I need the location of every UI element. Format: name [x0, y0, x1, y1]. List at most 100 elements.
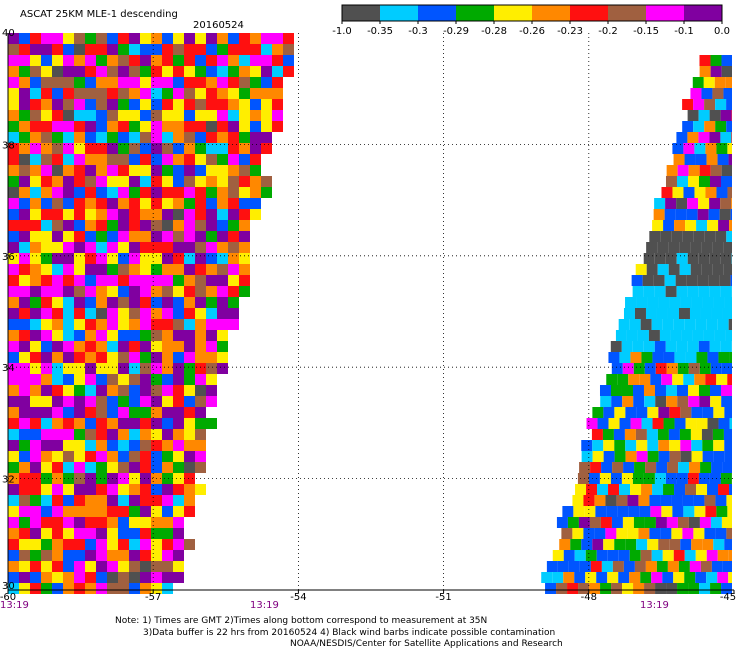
- swath-cell: [607, 550, 619, 561]
- swath-cell: [723, 88, 732, 99]
- swath-cell: [96, 539, 107, 550]
- swath-cell: [41, 297, 52, 308]
- swath-cell: [96, 561, 107, 572]
- swath-cell: [63, 539, 74, 550]
- swath-cell: [85, 154, 96, 165]
- swath-cell: [63, 176, 74, 187]
- swath-cell: [687, 198, 699, 209]
- swath-cell: [52, 242, 63, 253]
- swath-cell: [74, 132, 85, 143]
- swath-cell: [162, 396, 173, 407]
- swath-cell: [600, 396, 612, 407]
- swath-cell: [151, 517, 162, 528]
- swath-cell: [619, 352, 631, 363]
- swath-cell: [19, 286, 30, 297]
- swath-cell: [118, 44, 129, 55]
- swath-cell: [129, 132, 140, 143]
- swath-cell: [30, 264, 41, 275]
- swath-cell: [129, 429, 140, 440]
- swath-cell: [228, 231, 239, 242]
- swath-cell: [118, 198, 129, 209]
- swath-cell: [594, 528, 606, 539]
- swath-cell: [217, 297, 228, 308]
- swath-cell: [184, 209, 195, 220]
- swath-cell: [610, 385, 622, 396]
- swath-cell: [129, 506, 140, 517]
- swath-cell: [713, 297, 725, 308]
- swath-cell: [195, 88, 206, 99]
- swath-cell: [162, 198, 173, 209]
- swath-cell: [74, 385, 85, 396]
- swath-cell: [641, 484, 653, 495]
- swath-cell: [19, 374, 30, 385]
- swath-cell: [592, 451, 604, 462]
- swath-cell: [699, 363, 711, 374]
- swath-cell: [41, 99, 52, 110]
- swath-cell: [195, 330, 206, 341]
- swath-cell: [118, 374, 129, 385]
- swath-cell: [118, 242, 129, 253]
- swath-cell: [107, 231, 118, 242]
- swath-cell: [228, 264, 239, 275]
- swath-cell: [140, 429, 151, 440]
- swath-cell: [621, 473, 633, 484]
- swath-cell: [217, 121, 228, 132]
- swath-cell: [541, 572, 553, 583]
- swath-cell: [19, 209, 30, 220]
- swath-cell: [697, 209, 709, 220]
- swath-cell: [52, 330, 63, 341]
- swath-cell: [151, 561, 162, 572]
- swath-cell: [52, 308, 63, 319]
- swath-cell: [690, 429, 702, 440]
- swath-cell: [727, 506, 732, 517]
- latitude-label: 34: [2, 363, 15, 374]
- swath-cell: [19, 451, 30, 462]
- swath-cell: [41, 319, 52, 330]
- swath-cell: [173, 374, 184, 385]
- swath-cell: [228, 44, 239, 55]
- colorbar-swatch: [494, 5, 532, 21]
- swath-cell: [686, 275, 698, 286]
- swath-cell: [140, 33, 151, 44]
- swath-cell: [41, 143, 52, 154]
- swath-cell: [41, 550, 52, 561]
- swath-cell: [19, 165, 30, 176]
- swath-cell: [85, 55, 96, 66]
- swath-cell: [107, 539, 118, 550]
- swath-cell: [720, 385, 732, 396]
- swath-cell: [63, 506, 74, 517]
- swath-cell: [129, 517, 140, 528]
- swath-cell: [669, 297, 681, 308]
- swath-cell: [261, 77, 272, 88]
- swath-cell: [687, 385, 699, 396]
- swath-cell: [85, 77, 96, 88]
- swath-cell: [151, 198, 162, 209]
- swath-cell: [140, 88, 151, 99]
- swath-cell: [712, 242, 724, 253]
- swath-cell: [687, 473, 699, 484]
- swath-cell: [107, 462, 118, 473]
- swath-cell: [195, 253, 206, 264]
- swath-cell: [667, 308, 679, 319]
- swath-cell: [129, 165, 140, 176]
- swath-cell: [30, 143, 41, 154]
- swath-cell: [654, 385, 666, 396]
- swath-cell: [74, 407, 85, 418]
- swath-cell: [19, 88, 30, 99]
- swath-cell: [184, 198, 195, 209]
- swath-cell: [151, 297, 162, 308]
- swath-cell: [52, 363, 63, 374]
- swath-cell: [19, 440, 30, 451]
- swath-cell: [687, 176, 699, 187]
- swath-cell: [162, 473, 173, 484]
- swath-cell: [688, 517, 700, 528]
- swath-cell: [239, 121, 250, 132]
- swath-cell: [546, 561, 558, 572]
- swath-cell: [217, 165, 228, 176]
- swath-cell: [129, 308, 140, 319]
- swath-cell: [184, 495, 195, 506]
- swath-cell: [8, 473, 19, 484]
- swath-cell: [206, 352, 217, 363]
- swath-cell: [63, 121, 74, 132]
- swath-cell: [628, 506, 640, 517]
